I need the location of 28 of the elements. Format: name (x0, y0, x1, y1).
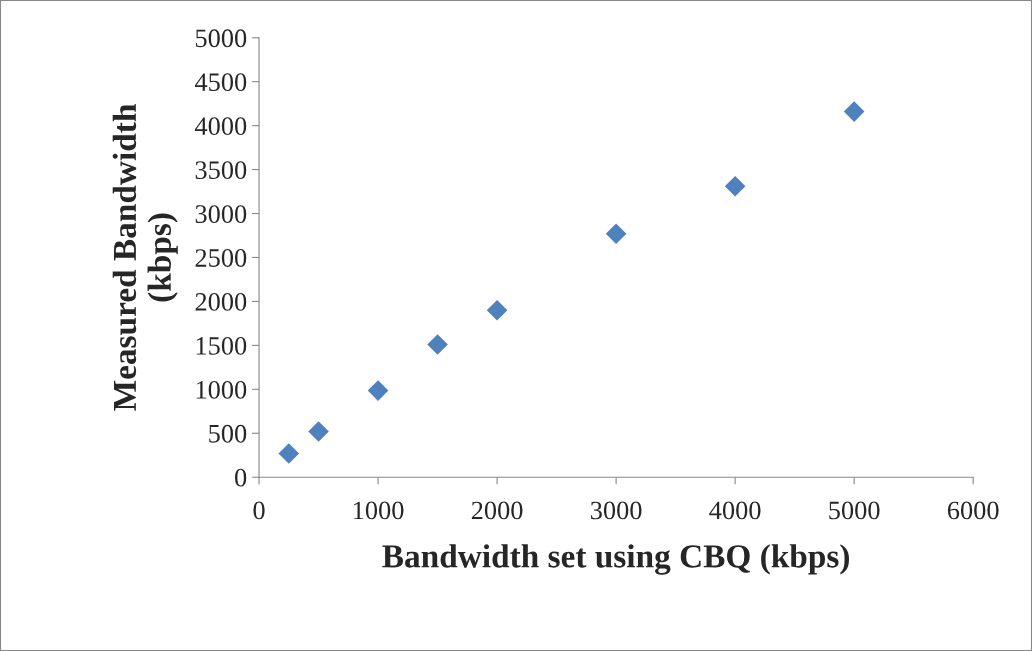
x-tick-label: 1000 (353, 501, 404, 520)
x-tick-label: 4000 (709, 501, 761, 520)
x-tick-label: 3000 (590, 501, 642, 520)
point (367, 380, 389, 401)
y-tick-label: 0 (235, 468, 247, 487)
point (308, 421, 329, 442)
point (427, 334, 448, 355)
x-tick-label: 5000 (829, 501, 880, 520)
y-tick-label: 4500 (194, 73, 247, 92)
x-tick-label: 0 (253, 501, 265, 520)
x-tick-label: 6000 (947, 501, 999, 520)
y-tick-label: 2500 (195, 249, 247, 267)
y-tick-label: 5000 (195, 29, 247, 48)
y-axis-title: Measured Bandwidth (kbps) (112, 104, 178, 411)
x-axis-title: Bandwidth set using CBQ (kbps) (382, 544, 849, 575)
point (724, 175, 746, 197)
y-tick-label: 4000 (194, 117, 247, 136)
y-tick-label: 1000 (196, 380, 247, 399)
y-tick-label: 3000 (195, 205, 247, 223)
y-tick-label: 2000 (195, 293, 247, 311)
y-tick-label: 3500 (195, 161, 247, 179)
point (486, 299, 508, 321)
point (843, 101, 865, 122)
point (605, 223, 627, 245)
x-tick-label: 2000 (471, 501, 523, 520)
point (278, 443, 300, 464)
y-tick-label: 500 (209, 424, 247, 443)
y-tick-label: 1500 (196, 336, 247, 355)
